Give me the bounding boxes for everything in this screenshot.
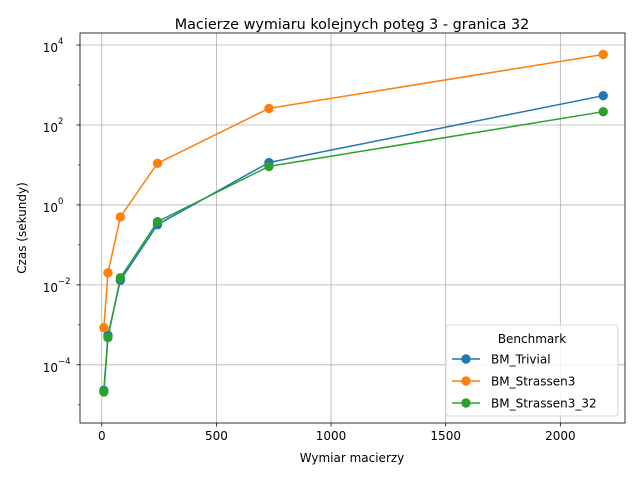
- y-tick-label: 10: [43, 361, 58, 375]
- data-point-BM_Strassen3_32: [115, 273, 126, 283]
- legend-marker: [461, 376, 471, 386]
- x-tick-label: 500: [205, 429, 228, 443]
- data-point-BM_Strassen3_32: [103, 332, 113, 343]
- legend-entry-label: BM_Trivial: [491, 353, 551, 367]
- legend: Benchmark BM_Trivial BM_Strassen3 BM_Stras…: [445, 324, 619, 417]
- data-point-BM_Strassen3: [152, 158, 163, 168]
- y-tick-label: 10: [43, 281, 58, 295]
- x-axis: 0 500 1000 1500 2000: [98, 423, 576, 443]
- data-point-BM_Strassen3: [103, 268, 113, 278]
- legend-marker: [461, 354, 471, 364]
- y-tick-exponent: 4: [58, 37, 63, 47]
- legend-box: [445, 324, 619, 417]
- data-point-BM_Strassen3_32: [264, 161, 274, 172]
- y-tick-exponent: −2: [58, 277, 71, 287]
- x-axis-label: Wymiar macierzy: [300, 451, 405, 465]
- y-tick-label: 10: [43, 121, 58, 135]
- plot-frame: [79, 32, 626, 424]
- data-point-BM_Strassen3_32: [99, 387, 109, 397]
- y-tick-label: 10: [43, 41, 58, 55]
- data-point-BM_Trivial: [598, 91, 608, 101]
- x-tick-label: 1000: [316, 429, 347, 443]
- data-point-BM_Strassen3_32: [152, 217, 163, 227]
- data-point-BM_Strassen3: [264, 103, 274, 114]
- legend-title: Benchmark: [498, 332, 566, 346]
- legend-marker: [461, 398, 471, 408]
- y-axis-label: Czas (sekundy): [15, 182, 29, 274]
- series-line-BM_Strassen3_32: [103, 110, 604, 392]
- series-line-BM_Strassen3: [103, 53, 604, 328]
- data-point-BM_Strassen3: [115, 212, 126, 222]
- x-tick-label: 0: [98, 429, 106, 443]
- y-tick-exponent: 0: [58, 197, 63, 207]
- y-tick-exponent: −4: [58, 357, 71, 367]
- chart-title: Macierze wymiaru kolejnych potęg 3 - gra…: [175, 17, 530, 33]
- data-point-BM_Strassen3_32: [598, 106, 608, 117]
- y-tick-label: 10: [43, 201, 58, 215]
- data-point-BM_Strassen3: [598, 49, 608, 60]
- x-tick-label: 2000: [545, 429, 576, 443]
- legend-entry-label: BM_Strassen3: [491, 375, 575, 389]
- x-tick-label: 1500: [430, 429, 461, 443]
- y-tick-exponent: 2: [58, 117, 63, 127]
- legend-entry-label: BM_Strassen3_32: [491, 397, 597, 411]
- series-layer: [99, 49, 608, 397]
- data-point-BM_Strassen3: [99, 322, 109, 333]
